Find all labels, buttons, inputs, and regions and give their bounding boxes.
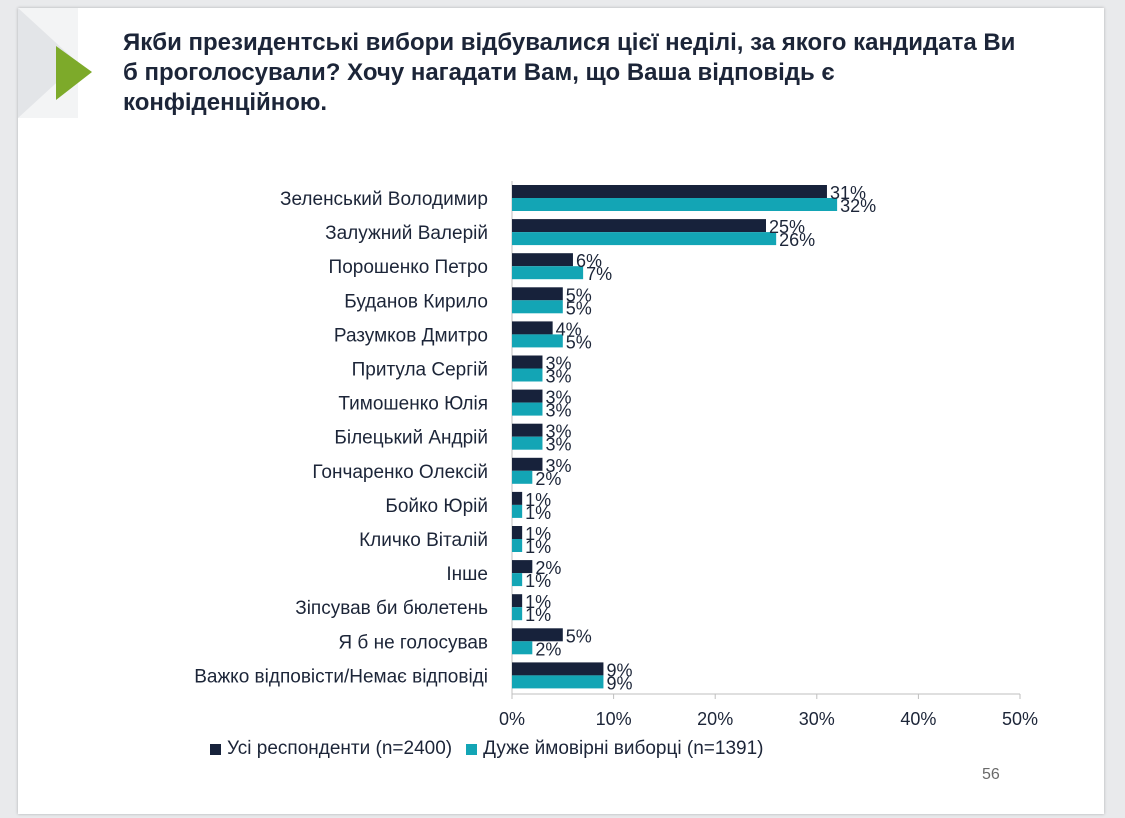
bar-likely-voters xyxy=(512,573,523,587)
value-label-likely: 9% xyxy=(606,673,632,693)
bar-likely-voters xyxy=(512,334,563,348)
bar-likely-voters xyxy=(512,266,584,280)
value-label-all: 6% xyxy=(576,251,602,271)
value-label-all: 31% xyxy=(830,183,866,203)
category-label: Кличко Віталій xyxy=(359,530,488,551)
bar-all-respondents xyxy=(512,662,604,676)
bar-likely-voters xyxy=(512,402,543,416)
corner-fold-shadow xyxy=(18,8,78,118)
value-label-likely: 3% xyxy=(545,367,571,387)
category-label: Я б не голосував xyxy=(338,632,488,653)
bar-all-respondents xyxy=(512,457,543,471)
category-label: Залужний Валерій xyxy=(325,223,488,244)
value-labels: 31%32%25%26%6%7%5%5%4%5%3%3%3%3%3%3%3%2%… xyxy=(525,183,876,693)
legend-item-all: Усі респонденти (n=2400) xyxy=(210,738,452,760)
x-tick-label: 50% xyxy=(1002,709,1038,729)
category-label: Гончаренко Олексій xyxy=(312,462,488,483)
value-label-likely: 1% xyxy=(525,503,551,523)
legend-swatch-likely xyxy=(466,743,478,755)
value-label-likely: 2% xyxy=(535,639,561,659)
bar-all-respondents xyxy=(512,628,563,642)
page-number: 56 xyxy=(982,766,1000,783)
bar-all-respondents xyxy=(512,185,827,198)
slide-corner-decoration xyxy=(18,8,92,118)
bar-all-respondents xyxy=(512,594,523,608)
category-label: Білецький Андрій xyxy=(334,428,488,449)
bar-all-respondents xyxy=(512,491,523,505)
value-label-likely: 5% xyxy=(566,332,592,352)
value-label-all: 9% xyxy=(606,660,632,680)
bar-all-respondents xyxy=(512,389,543,403)
bar-likely-voters xyxy=(512,504,523,518)
bar-likely-voters xyxy=(512,675,604,689)
bar-all-respondents xyxy=(512,253,573,267)
bar-likely-voters xyxy=(512,607,523,621)
value-label-all: 2% xyxy=(535,558,561,578)
legend-label-all: Усі респонденти (n=2400) xyxy=(227,738,453,759)
bar-all-respondents xyxy=(512,526,523,539)
bars xyxy=(512,185,838,689)
value-label-all: 4% xyxy=(556,319,582,339)
bar-likely-voters xyxy=(512,368,543,382)
category-label: Тимошенко Юлія xyxy=(338,394,488,415)
value-label-likely: 1% xyxy=(525,571,551,591)
category-label: Разумков Дмитро xyxy=(334,325,488,346)
value-label-likely: 5% xyxy=(566,298,592,318)
category-label: Буданов Кирило xyxy=(344,291,488,312)
value-label-likely: 1% xyxy=(525,537,551,557)
legend-swatch-all xyxy=(210,743,221,755)
bar-likely-voters xyxy=(512,641,533,655)
category-label: Зіпсував би бюлетень xyxy=(295,598,488,619)
value-label-likely: 2% xyxy=(535,469,561,489)
bar-all-respondents xyxy=(512,287,563,301)
value-label-all: 1% xyxy=(525,524,551,544)
value-label-all: 3% xyxy=(545,354,571,374)
category-label: Зеленський Володимир xyxy=(280,189,488,210)
x-tick-label: 0% xyxy=(499,709,525,729)
value-label-all: 1% xyxy=(525,490,551,510)
value-label-all: 3% xyxy=(545,388,571,408)
value-label-all: 5% xyxy=(566,285,592,305)
legend-label-likely: Дуже ймовірні виборці (n=1391) xyxy=(483,738,764,759)
bar-all-respondents xyxy=(512,355,543,369)
category-label: Інше xyxy=(446,564,488,585)
value-label-all: 3% xyxy=(545,422,571,442)
value-label-likely: 26% xyxy=(779,230,815,250)
category-label: Порошенко Петро xyxy=(329,257,488,278)
bar-all-respondents xyxy=(512,423,543,437)
x-tick-label: 40% xyxy=(900,709,936,729)
value-label-all: 1% xyxy=(525,592,551,612)
x-tick-label: 30% xyxy=(799,709,835,729)
value-label-all: 3% xyxy=(545,456,571,476)
legend-item-likely: Дуже ймовірні виборці (n=1391) xyxy=(466,738,763,760)
value-label-likely: 1% xyxy=(525,605,551,625)
value-label-likely: 3% xyxy=(545,401,571,421)
bar-all-respondents xyxy=(512,219,766,233)
value-label-likely: 7% xyxy=(586,264,612,284)
bar-likely-voters xyxy=(512,436,543,450)
category-label: Важко відповісти/Немає відповіді xyxy=(194,666,488,687)
bar-likely-voters xyxy=(512,470,533,484)
bar-likely-voters xyxy=(512,232,777,246)
x-tick-label: 10% xyxy=(596,709,632,729)
bar-all-respondents xyxy=(512,560,533,574)
legend: Усі респонденти (n=2400) Дуже ймовірні в… xyxy=(210,738,763,760)
bar-all-respondents xyxy=(512,321,553,335)
value-label-all: 25% xyxy=(769,217,805,237)
slide-title: Якби президентські вибори відбувалися ці… xyxy=(123,29,1016,116)
bar-likely-voters xyxy=(512,300,563,314)
value-label-all: 5% xyxy=(566,626,592,646)
x-tick-label: 20% xyxy=(697,709,733,729)
category-label: Притула Сергій xyxy=(352,360,488,381)
category-labels: Зеленський Володимир Залужний Валерій Поро… xyxy=(194,189,488,687)
value-label-likely: 32% xyxy=(840,196,876,216)
bar-likely-voters xyxy=(512,539,523,552)
value-label-likely: 3% xyxy=(545,435,571,455)
arrow-icon xyxy=(56,46,92,100)
bar-likely-voters xyxy=(512,198,838,211)
category-label: Бойко Юрій xyxy=(385,496,488,517)
